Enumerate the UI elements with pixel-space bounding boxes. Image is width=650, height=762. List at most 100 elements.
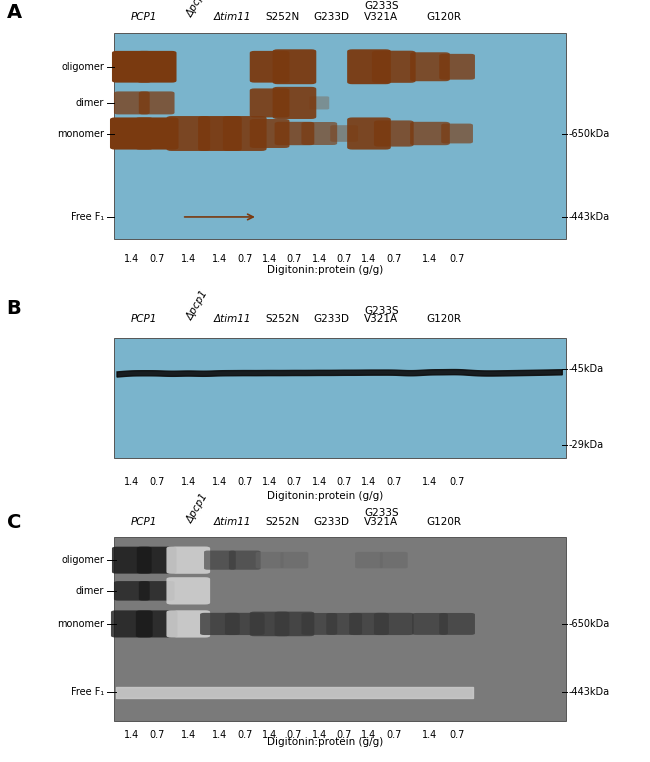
Text: 1.4: 1.4 [181,477,196,488]
Text: 1.4: 1.4 [124,730,140,740]
FancyBboxPatch shape [272,87,317,119]
FancyBboxPatch shape [441,123,473,143]
Text: 1.4: 1.4 [422,254,437,264]
Text: G233D: G233D [314,314,350,324]
Text: Free F₁: Free F₁ [71,212,104,222]
Text: Δtim11: Δtim11 [214,314,251,324]
Text: 0.7: 0.7 [386,477,402,488]
Text: 1.4: 1.4 [262,730,278,740]
Text: 0.7: 0.7 [237,477,252,488]
FancyBboxPatch shape [166,610,210,638]
Text: 0.7: 0.7 [287,730,302,740]
Text: -443kDa: -443kDa [569,212,610,222]
Text: 1.4: 1.4 [422,730,437,740]
Bar [114,536,566,721]
FancyBboxPatch shape [250,51,289,82]
Text: 1.4: 1.4 [181,254,196,264]
FancyBboxPatch shape [255,552,283,568]
FancyBboxPatch shape [347,50,391,85]
FancyBboxPatch shape [355,552,383,568]
FancyBboxPatch shape [112,546,151,574]
FancyBboxPatch shape [349,613,389,635]
Text: Free F₁: Free F₁ [71,687,104,697]
FancyBboxPatch shape [250,612,289,636]
FancyBboxPatch shape [135,117,179,149]
Text: 0.7: 0.7 [449,254,465,264]
Text: 1.4: 1.4 [311,477,327,488]
Text: S252N: S252N [265,12,299,22]
Text: oligomer: oligomer [61,555,104,565]
Text: 1.4: 1.4 [262,254,278,264]
Text: Δtim11: Δtim11 [214,517,251,527]
Text: A: A [6,3,21,22]
Text: V321A: V321A [365,12,398,22]
Text: Digitonin:protein (g/g): Digitonin:protein (g/g) [267,491,383,501]
Text: Digitonin:protein (g/g): Digitonin:protein (g/g) [267,265,383,275]
Text: 1.4: 1.4 [213,477,228,488]
Text: 0.7: 0.7 [449,730,465,740]
Text: 0.7: 0.7 [337,477,352,488]
FancyBboxPatch shape [111,610,153,638]
FancyBboxPatch shape [204,551,236,570]
FancyBboxPatch shape [223,116,266,151]
Text: Δtim11: Δtim11 [214,12,251,22]
Text: C: C [6,513,21,532]
Text: 0.7: 0.7 [149,477,164,488]
Text: 1.4: 1.4 [422,477,437,488]
Text: V321A: V321A [365,517,398,527]
FancyBboxPatch shape [274,122,315,146]
Text: Δpcp1: Δpcp1 [185,289,210,322]
Text: oligomer: oligomer [61,62,104,72]
Text: 0.7: 0.7 [337,254,352,264]
Text: -45kDa: -45kDa [569,364,604,374]
FancyBboxPatch shape [302,613,337,635]
Text: 0.7: 0.7 [149,730,164,740]
Text: 0.7: 0.7 [386,730,402,740]
Text: monomer: monomer [57,619,104,629]
Text: dimer: dimer [75,98,104,108]
Text: 0.7: 0.7 [149,254,164,264]
Text: dimer: dimer [75,586,104,596]
Text: 0.7: 0.7 [287,477,302,488]
Polygon shape [117,370,562,377]
Text: 1.4: 1.4 [311,730,327,740]
FancyBboxPatch shape [439,613,475,635]
Text: 0.7: 0.7 [237,730,252,740]
Text: -29kDa: -29kDa [569,440,604,450]
FancyBboxPatch shape [372,51,416,83]
Text: -443kDa: -443kDa [569,687,610,697]
FancyBboxPatch shape [225,613,265,635]
FancyBboxPatch shape [114,581,150,600]
FancyBboxPatch shape [139,581,175,600]
FancyBboxPatch shape [136,610,177,638]
FancyBboxPatch shape [302,122,337,145]
Bar [114,338,566,458]
FancyBboxPatch shape [200,613,240,635]
Text: 1.4: 1.4 [213,730,228,740]
FancyBboxPatch shape [374,613,413,635]
FancyBboxPatch shape [412,613,448,635]
Text: G120R: G120R [426,314,461,324]
Text: G233D: G233D [314,517,350,527]
Text: 1.4: 1.4 [181,730,196,740]
Text: 1.4: 1.4 [262,477,278,488]
Text: G233S: G233S [364,507,398,517]
FancyBboxPatch shape [410,53,450,82]
FancyBboxPatch shape [166,577,210,604]
FancyBboxPatch shape [139,91,175,114]
Text: G233S: G233S [364,306,398,315]
FancyBboxPatch shape [166,546,210,574]
Text: G120R: G120R [426,12,461,22]
Bar [114,34,566,239]
FancyBboxPatch shape [374,120,413,146]
Text: V321A: V321A [365,314,398,324]
FancyBboxPatch shape [274,612,315,636]
Text: G120R: G120R [426,517,461,527]
Text: -650kDa: -650kDa [569,129,610,139]
Text: PCP1: PCP1 [131,12,157,22]
FancyBboxPatch shape [309,96,330,110]
Text: 0.7: 0.7 [287,254,302,264]
Text: monomer: monomer [57,129,104,139]
Text: 1.4: 1.4 [124,254,140,264]
Text: 1.4: 1.4 [361,254,376,264]
